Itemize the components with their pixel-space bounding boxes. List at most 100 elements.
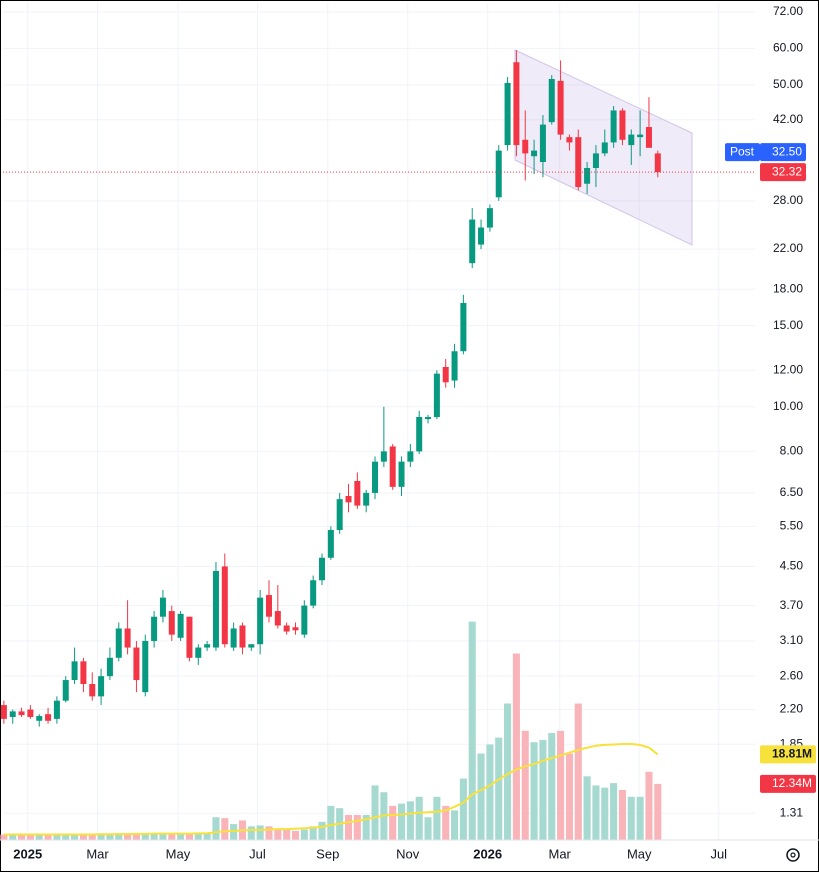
volume-bar [521,730,529,840]
candle-body [186,616,193,658]
volume-bar [353,814,361,840]
x-tick-label: 2025 [13,846,42,861]
y-tick-label: 5.50 [780,518,804,532]
candle-body [575,137,582,188]
candle-body [283,625,290,632]
candle-body [18,711,25,716]
volume-bar [62,834,70,840]
volume-bar [371,785,379,840]
volume-bar [433,796,441,840]
candle-body [310,580,317,606]
candle-body [318,557,326,581]
last-price-label: 32.32 [772,164,802,178]
volume-bar [159,833,167,840]
x-tick-label: Jul [710,846,727,861]
post-price-label: 32.50 [772,144,802,158]
volume-bar [265,826,273,840]
candle-body [151,616,158,641]
y-tick-label: 2.20 [780,702,804,716]
y-tick-label: 2.60 [780,668,804,682]
volume-box [760,774,816,793]
volume-bar [592,785,600,840]
candle-body [592,153,599,168]
label-layer: 72.00 60.00 50.00 42.00 28.00 22.00 18.00 15.00… [0,4,819,861]
candle-body [619,110,626,140]
y-tick-label: 42.00 [773,112,803,126]
volume-ma-box [760,745,816,764]
volume-bar [495,737,503,840]
candle-body [504,82,511,146]
volume-bar [79,834,87,840]
volume-bar [212,817,220,840]
volume-bar [150,833,158,840]
post-price-box [760,143,806,162]
volume-bar [574,703,582,840]
post-name: Post [730,144,755,158]
volume-bar [645,771,653,840]
candle-body [53,700,60,719]
volume-bar [627,796,635,840]
volume-bar [442,805,450,840]
candle-body [257,597,264,645]
candle-body [513,62,520,146]
volume-bar [115,833,123,840]
volume-bar [124,833,132,840]
y-tick-label: 22.00 [773,241,803,255]
volume-bar [300,829,308,840]
candle-body [248,644,255,648]
volume-bar [309,826,317,840]
volume-bar [636,796,644,840]
candle-body [654,153,661,173]
candle-body [557,80,564,135]
candle-body [292,627,299,631]
volume-bar [194,833,202,840]
volume-bar [230,824,238,840]
y-tick-label: 3.10 [780,633,804,647]
candle-body [628,134,635,146]
y-tick-label: 1.31 [780,805,804,819]
x-tick-label: May [166,846,191,861]
volume-label: 12.34M [772,776,812,790]
candle-body [98,676,105,697]
candle-body [204,644,211,648]
volume-bar [97,834,105,840]
volume-bar [389,805,397,840]
candle-body [425,417,432,420]
y-tick-label: 6.50 [780,485,804,499]
volume-bar [9,834,17,840]
volume-bar [362,814,370,840]
volume-bar [221,818,229,840]
candle-body [62,680,69,701]
candle-body [168,611,175,635]
volume-bar [185,834,193,840]
volume-bar [274,828,282,840]
volume-bar [344,814,353,840]
candle-body [495,150,502,198]
candle-body [451,351,458,381]
volume-bar [26,834,34,840]
candle-body [539,124,546,163]
candle-body [566,137,573,143]
y-tick-label: 28.00 [773,193,803,207]
volume-bar [459,778,467,840]
volume-bar [565,753,573,840]
volume-ma-label: 18.81M [772,747,812,761]
volume-bar [88,834,96,840]
settings-icon[interactable] [786,848,800,862]
volume-bar [318,821,326,840]
volume-bar [256,825,264,840]
volume-ma-line [3,743,659,836]
volume-bar [71,834,79,840]
y-tick-label: 8.00 [780,444,804,458]
volume-bar [424,817,432,840]
volume-bar [141,833,149,840]
candle-layer [0,50,661,727]
volume-bar [468,621,476,840]
candle-body [433,373,440,418]
candle-body [336,499,343,530]
candle-body [637,134,644,138]
volume-bar [177,834,185,840]
candle-body [221,566,228,645]
candle-body [115,628,122,658]
candle-body [584,167,591,184]
